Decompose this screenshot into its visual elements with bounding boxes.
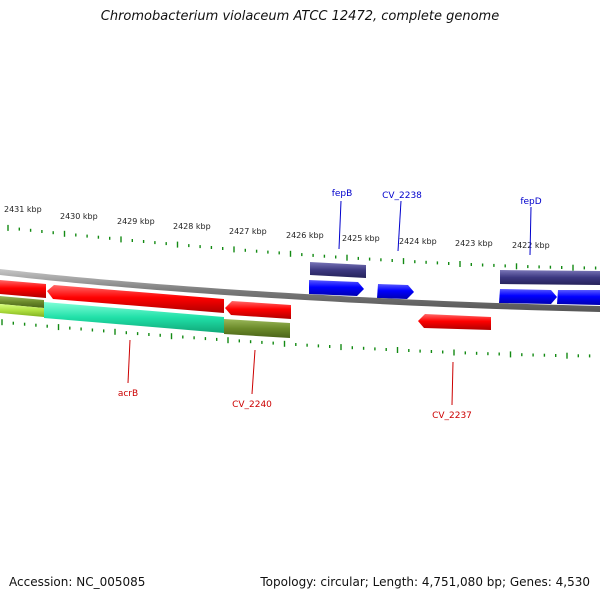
gene-label-fepD[interactable]: fepD	[520, 197, 541, 207]
leader-line-CV_2237	[451, 361, 454, 406]
scale-label-2428: 2428 kbp	[173, 222, 211, 231]
scale-label-2423: 2423 kbp	[455, 239, 493, 248]
scale-label-2431: 2431 kbp	[4, 205, 42, 214]
reverse-gene-CV_2237[interactable]	[418, 314, 491, 330]
reverse-gene-CV_2240[interactable]	[225, 301, 291, 319]
forward-genes	[309, 280, 600, 305]
reverse-gene-partial[interactable]	[0, 280, 46, 298]
scale-label-2424: 2424 kbp	[399, 237, 437, 246]
forward-gene-partial[interactable]	[557, 290, 600, 305]
lower-band-segment	[0, 304, 44, 317]
forward-gene-fepD[interactable]	[499, 289, 557, 304]
lower-band-segment	[224, 319, 290, 338]
accession-label: Accession: NC_005085	[9, 575, 146, 589]
outer-scale-ticks	[7, 224, 597, 271]
gene-labels: fepB CV_2238 fepD acrB CV_2240 CV_2237	[118, 189, 542, 421]
scale-label-2427: 2427 kbp	[229, 227, 267, 236]
leader-lines	[127, 200, 532, 406]
scale-label-2422: 2422 kbp	[512, 241, 550, 250]
genome-backbone	[0, 269, 600, 312]
leader-line-CV_2240	[251, 349, 256, 395]
gene-label-CV_2237[interactable]: CV_2237	[432, 411, 472, 421]
scale-label-2430: 2430 kbp	[60, 212, 98, 221]
genome-title: Chromobacterium violaceum ATCC 12472, co…	[100, 9, 500, 24]
leader-line-CV_2238	[397, 200, 402, 252]
lower-band-segment	[44, 302, 224, 333]
genome-summary-label: Topology: circular; Length: 4,751,080 bp…	[260, 575, 590, 589]
forward-gene-CV_2238[interactable]	[377, 284, 414, 299]
scale-label-2426: 2426 kbp	[286, 231, 324, 240]
forward-gene-fepB[interactable]	[309, 280, 364, 296]
reverse-gene-acrB[interactable]	[47, 285, 224, 313]
scale-label-2429: 2429 kbp	[117, 217, 155, 226]
upper-band-segment	[500, 270, 600, 285]
backbone-arc	[0, 269, 600, 312]
upper-feature-band	[310, 262, 600, 285]
gene-label-CV_2240[interactable]: CV_2240	[232, 400, 272, 410]
inner-scale-ticks	[1, 319, 591, 359]
leader-line-acrB	[127, 339, 131, 384]
gene-label-CV_2238[interactable]: CV_2238	[382, 191, 422, 201]
scale-labels: 2431 kbp 2430 kbp 2429 kbp 2428 kbp 2427…	[4, 205, 550, 250]
lower-feature-band	[0, 296, 290, 338]
scale-label-2425: 2425 kbp	[342, 234, 380, 243]
gene-label-fepB[interactable]: fepB	[332, 189, 353, 199]
leader-line-fepD	[529, 206, 532, 256]
gene-label-acrB[interactable]: acrB	[118, 389, 138, 399]
reverse-genes	[0, 280, 491, 330]
leader-line-fepB	[338, 200, 342, 250]
upper-band-segment	[310, 262, 366, 278]
